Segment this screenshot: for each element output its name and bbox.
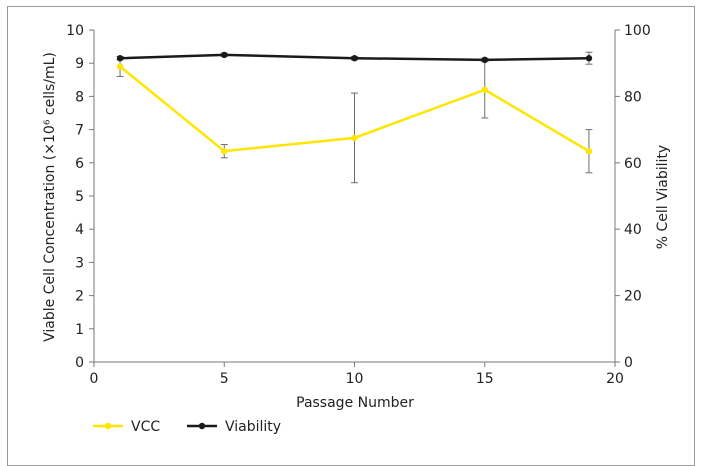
vcc-data-point bbox=[351, 134, 358, 142]
x-tick-label: 5 bbox=[220, 371, 229, 387]
viability-data-point bbox=[221, 51, 228, 59]
series-points bbox=[116, 51, 593, 155]
right-y-tick-label: 100 bbox=[624, 23, 651, 39]
viability-legend-marker bbox=[198, 422, 206, 430]
legend: VCC Viability bbox=[93, 419, 281, 435]
viability-legend-label: Viability bbox=[225, 419, 281, 435]
x-tick-label: 15 bbox=[476, 371, 494, 387]
left-y-tick-label: 0 bbox=[75, 355, 84, 371]
left-y-tick-label: 9 bbox=[75, 56, 84, 72]
viability-data-point bbox=[481, 56, 488, 64]
viability-data-point bbox=[585, 55, 593, 62]
left-y-tick-label: 7 bbox=[75, 123, 84, 139]
vcc-data-point bbox=[116, 63, 124, 70]
x-axis-title: Passage Number bbox=[296, 395, 414, 411]
vcc-data-point bbox=[221, 147, 228, 155]
vcc-legend-label: VCC bbox=[131, 419, 160, 435]
viability-data-point bbox=[351, 55, 358, 62]
left-y-tick-label: 10 bbox=[66, 23, 84, 39]
left-y-axis-title: Viable Cell Concentration (×10⁶ cells/mL… bbox=[42, 52, 58, 342]
left-y-tick-label: 1 bbox=[75, 322, 84, 338]
vcc-data-point bbox=[585, 147, 593, 155]
right-y-axis-title: % Cell Viability bbox=[655, 145, 671, 249]
right-y-tick-label: 80 bbox=[624, 89, 642, 105]
x-tick-label: 0 bbox=[90, 371, 99, 387]
viability-data-point bbox=[116, 55, 124, 62]
axes bbox=[89, 29, 620, 367]
left-y-tick-label: 3 bbox=[75, 255, 84, 271]
x-tick-label: 10 bbox=[346, 371, 364, 387]
right-y-tick-label: 60 bbox=[624, 156, 642, 172]
left-y-tick-label: 2 bbox=[75, 289, 84, 305]
x-tick-label: 20 bbox=[606, 371, 624, 387]
right-y-tick-label: 0 bbox=[624, 355, 633, 371]
vcc-data-point bbox=[481, 86, 488, 93]
left-y-tick-label: 6 bbox=[75, 156, 84, 172]
chart-frame bbox=[7, 6, 695, 466]
vcc-legend-marker bbox=[104, 422, 112, 430]
right-y-tick-label: 20 bbox=[624, 289, 642, 305]
right-y-tick-label: 40 bbox=[624, 222, 642, 238]
left-y-tick-label: 8 bbox=[75, 89, 84, 105]
left-y-tick-label: 5 bbox=[75, 189, 84, 205]
left-y-tick-label: 4 bbox=[75, 222, 84, 238]
error-bars bbox=[116, 51, 593, 184]
